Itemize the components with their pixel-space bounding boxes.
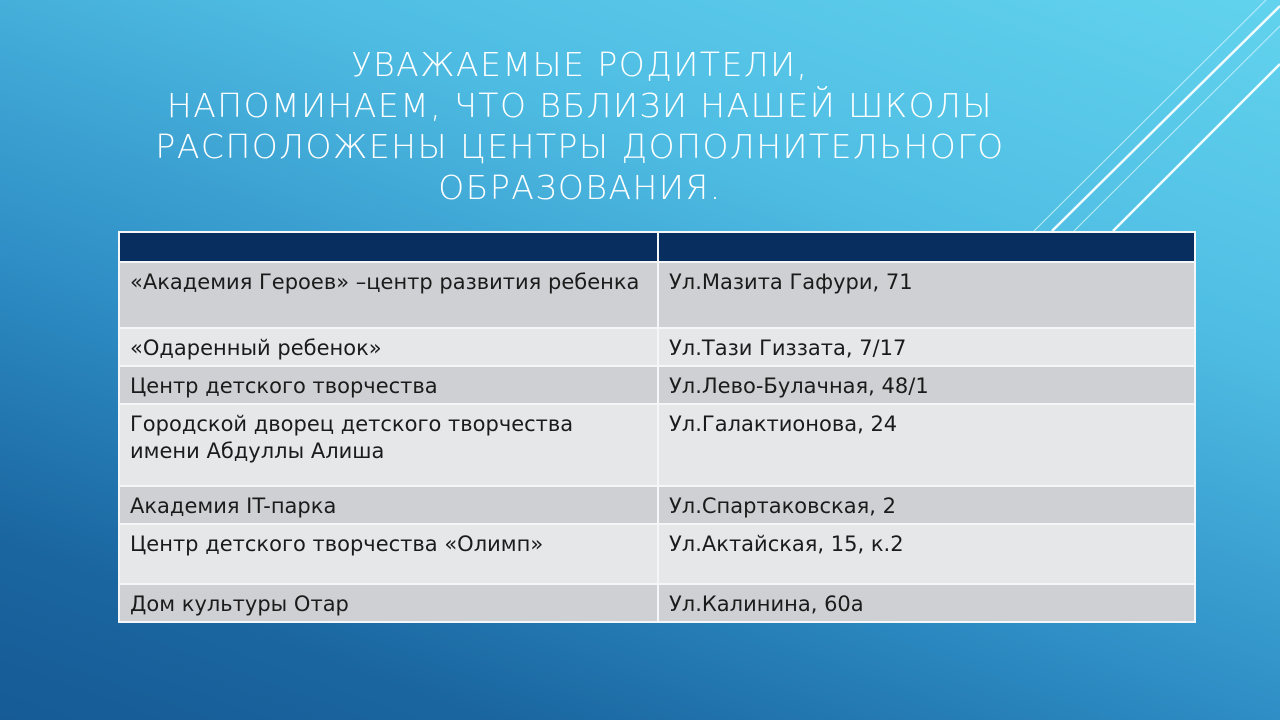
center-name: Городской дворец детского творчества име… xyxy=(118,403,659,487)
header-cell xyxy=(657,231,1196,263)
table-row: Городской дворец детского творчества име… xyxy=(118,403,1196,487)
centers-table: «Академия Героев» –центр развития ребенк… xyxy=(118,231,1196,623)
center-name: «Одаренный ребенок» xyxy=(118,327,659,367)
table-row: «Академия Героев» –центр развития ребенк… xyxy=(118,261,1196,329)
center-name: Центр детского творчества xyxy=(118,365,659,405)
center-name: Академия IT-парка xyxy=(118,485,659,525)
table-row: Академия IT-парка Ул.Спартаковская, 2 xyxy=(118,485,1196,525)
center-name: Дом культуры Отар xyxy=(118,583,659,623)
center-address: Ул.Актайская, 15, к.2 xyxy=(657,523,1196,585)
title-line: НАПОМИНАЕМ, ЧТО ВБЛИЗИ НАШЕЙ ШКОЛЫ xyxy=(166,86,994,125)
center-address: Ул.Калинина, 60а xyxy=(657,583,1196,623)
title-line: УВАЖАЕМЫЕ РОДИТЕЛИ, xyxy=(351,45,809,84)
center-address: Ул.Мазита Гафури, 71 xyxy=(657,261,1196,329)
table-row: Дом культуры Отар Ул.Калинина, 60а xyxy=(118,583,1196,623)
table-header xyxy=(118,231,1196,263)
table-row: Центр детского творчества Ул.Лево-Булачн… xyxy=(118,365,1196,405)
title-line: ОБРАЗОВАНИЯ. xyxy=(438,168,722,207)
header-cell xyxy=(118,231,659,263)
title-line: РАСПОЛОЖЕНЫ ЦЕНТРЫ ДОПОЛНИТЕЛЬНОГО xyxy=(155,127,1005,166)
center-address: Ул.Спартаковская, 2 xyxy=(657,485,1196,525)
table-row: «Одаренный ребенок» Ул.Тази Гиззата, 7/1… xyxy=(118,327,1196,367)
table-row: Центр детского творчества «Олимп» Ул.Акт… xyxy=(118,523,1196,585)
center-address: Ул.Лево-Булачная, 48/1 xyxy=(657,365,1196,405)
center-address: Ул.Тази Гиззата, 7/17 xyxy=(657,327,1196,367)
center-name: «Академия Героев» –центр развития ребенк… xyxy=(118,261,659,329)
slide-title: УВАЖАЕМЫЕ РОДИТЕЛИ, НАПОМИНАЕМ, ЧТО ВБЛИ… xyxy=(80,44,1080,208)
center-name: Центр детского творчества «Олимп» xyxy=(118,523,659,585)
center-address: Ул.Галактионова, 24 xyxy=(657,403,1196,487)
